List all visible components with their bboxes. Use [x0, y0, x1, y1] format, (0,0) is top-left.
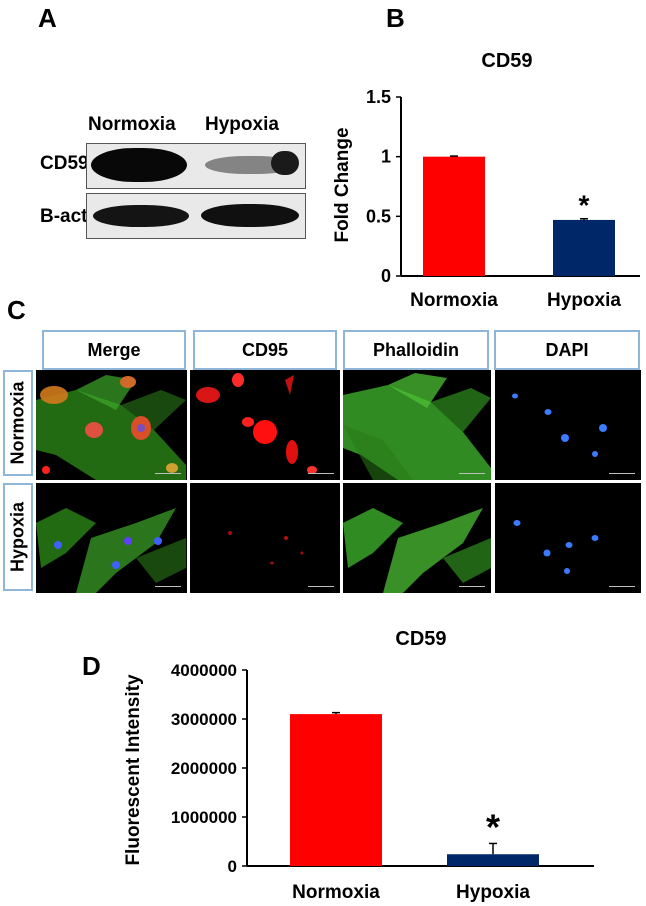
significance-asterisk: *: [486, 806, 500, 847]
column-header-dapi: DAPI: [494, 330, 640, 370]
b-actin-band-hypoxia: [201, 204, 299, 227]
y-tick-label: 1000000: [171, 808, 237, 827]
scale-bar: [155, 473, 181, 474]
image-normoxia-cd95: [190, 370, 340, 480]
lane-label-hypoxia: Hypoxia: [205, 114, 279, 135]
image-hypoxia-dapi: [495, 483, 641, 593]
chart-b-ylabel: Fold Change: [332, 127, 353, 242]
bar-hypoxia: [553, 219, 615, 276]
cd59-band-normoxia: [91, 148, 187, 182]
bar-normoxia: [290, 714, 382, 866]
bar-normoxia: [423, 156, 485, 276]
scale-bar: [609, 473, 635, 474]
row-label-cd59: CD59: [40, 153, 89, 174]
x-tick-label-hypoxia: Hypoxia: [547, 290, 621, 311]
image-hypoxia-cd95: [190, 483, 340, 593]
panel-label-c: C: [7, 295, 26, 325]
x-tick-label-normoxia: Normoxia: [292, 882, 380, 903]
lane-label-normoxia: Normoxia: [88, 114, 176, 135]
column-header-phalloidin: Phalloidin: [343, 330, 489, 370]
scale-bar: [459, 473, 485, 474]
image-normoxia-merge: [36, 370, 187, 480]
cell-drawing: [228, 531, 304, 565]
cell-drawing: [36, 508, 186, 593]
scale-bar: [459, 586, 485, 587]
cell-drawing: [343, 373, 491, 480]
scale-bar: [308, 586, 334, 587]
chart-d-fluorescent-intensity: CD59 Fluorescent Intensity 0 1000000 20000…: [123, 628, 594, 903]
column-header-cd95: CD95: [193, 330, 337, 370]
image-normoxia-dapi: [495, 370, 641, 480]
scale-bar: [155, 586, 181, 587]
image-hypoxia-phalloidin: [343, 483, 491, 593]
y-tick-label: 3000000: [171, 710, 237, 729]
b-actin-blot-strip: [86, 193, 306, 239]
panel-label-d: D: [82, 651, 101, 681]
row-header-normoxia: Normoxia: [3, 370, 33, 476]
row-header-hypoxia: Hypoxia: [3, 483, 33, 591]
row-header-hypoxia-label: Hypoxia: [7, 501, 28, 573]
chart-d-plot-area: 0 1000000 2000000 3000000 4000000 Normoxia Hyp…: [171, 661, 594, 903]
b-actin-band-normoxia: [93, 205, 189, 227]
x-tick-label-hypoxia: Hypoxia: [456, 882, 530, 903]
scale-bar: [308, 473, 334, 474]
chart-d-title: CD59: [395, 628, 446, 650]
chart-b-plot-area: 0 0.5 1 1.5 Normoxia Hypoxia *: [366, 87, 640, 311]
cd59-blot-strip: [86, 143, 306, 189]
cell-drawing: [512, 393, 607, 457]
significance-asterisk: *: [579, 190, 590, 221]
cell-drawing: [343, 508, 491, 593]
y-tick-label: 2000000: [171, 759, 237, 778]
y-tick-label: 0: [228, 857, 237, 876]
row-header-normoxia-label: Normoxia: [7, 381, 28, 465]
chart-b-fold-change: CD59 Fold Change 0 0.5 1 1.5 Normoxia Hypoxia…: [332, 50, 640, 311]
panel-label-b: B: [386, 3, 405, 33]
x-tick-label-normoxia: Normoxia: [410, 290, 498, 311]
bar-hypoxia: [447, 854, 539, 866]
image-normoxia-phalloidin: [343, 370, 491, 480]
cell-drawing: [196, 373, 317, 474]
panel-label-a: A: [38, 3, 57, 33]
y-tick-label: 0.5: [366, 206, 391, 226]
y-tick-label: 1: [381, 147, 391, 167]
y-tick-label: 0: [381, 266, 391, 286]
column-header-merge: Merge: [42, 330, 186, 370]
chart-b-title: CD59: [481, 50, 532, 72]
cell-drawing: [513, 520, 599, 574]
y-tick-label: 1.5: [366, 87, 391, 107]
y-tick-label: 4000000: [171, 661, 237, 680]
cell-drawing: [36, 375, 186, 480]
image-hypoxia-merge: [36, 483, 187, 593]
cd59-band-hypoxia-right: [271, 151, 299, 175]
chart-d-ylabel: Fluorescent Intensity: [123, 674, 144, 866]
scale-bar: [609, 586, 635, 587]
